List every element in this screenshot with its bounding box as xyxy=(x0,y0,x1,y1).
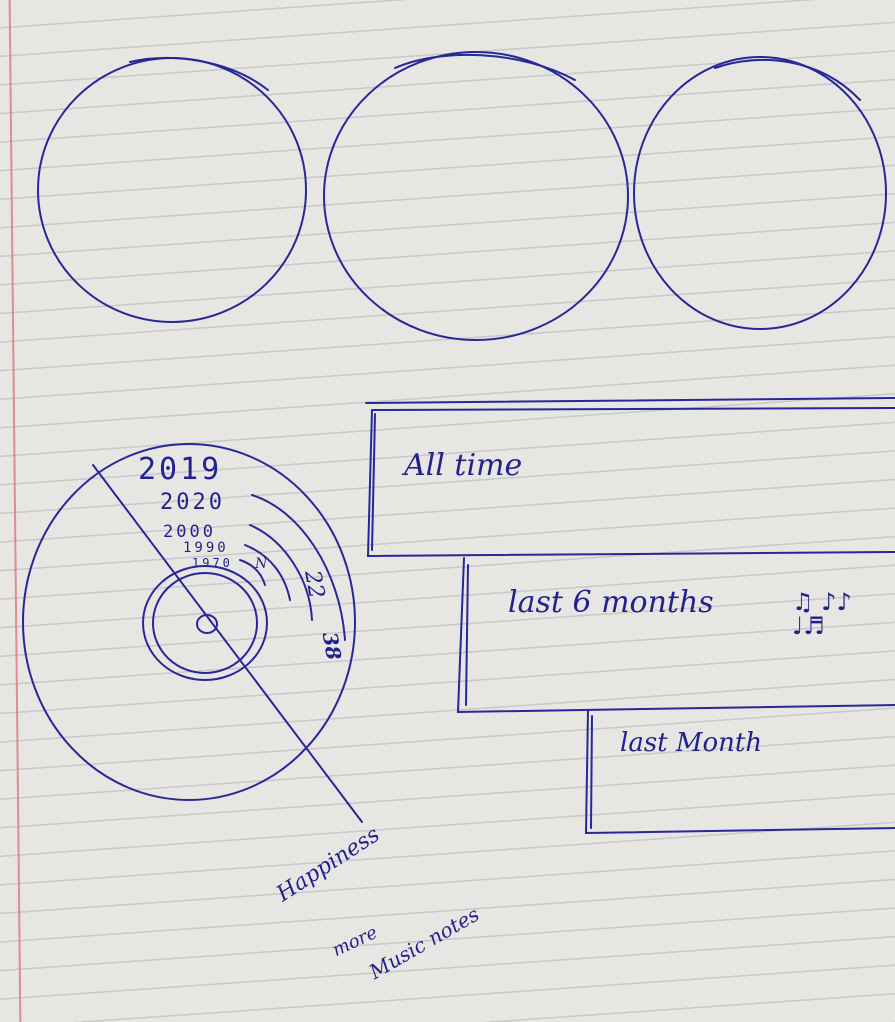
card-label-all-time: All time xyxy=(404,448,523,483)
card-last-month-frame xyxy=(584,709,895,835)
record-side-number-n: N xyxy=(255,556,268,572)
record-label-circle xyxy=(142,565,268,681)
record-year-2019: 2019 xyxy=(138,452,223,487)
tonearm-line xyxy=(92,464,363,823)
groove-arc-1990 xyxy=(244,544,291,601)
placeholder-circle-1 xyxy=(37,57,307,323)
music-notes-icon: ♫ ♪♪ ♩♬ xyxy=(792,588,852,640)
circle-3-overstroke xyxy=(714,58,861,101)
record-side-number-22: 22 xyxy=(299,568,329,601)
groove-arc-1970 xyxy=(239,559,266,586)
card-last-6-months-frame xyxy=(456,557,895,714)
record-label-inner-circle xyxy=(152,572,258,674)
record-year-1970: 1970 xyxy=(192,556,233,570)
record-year-2020: 2020 xyxy=(160,490,225,515)
card-label-last-month: last Month xyxy=(620,728,763,758)
circle-2-overstroke xyxy=(394,53,576,81)
groove-arc-2020 xyxy=(251,494,346,641)
card-label-last-6-months: last 6 months xyxy=(508,585,714,620)
circle-1-overstroke xyxy=(129,56,269,91)
placeholder-circle-3 xyxy=(633,56,887,330)
record-side-number-38: 38 xyxy=(317,630,347,662)
card-all-time-frame xyxy=(365,397,895,558)
record-outer-circle xyxy=(22,443,356,801)
groove-arc-2000 xyxy=(249,524,313,621)
record-year-2000: 2000 xyxy=(163,522,216,542)
record-year-1990: 1990 xyxy=(183,540,229,556)
placeholder-circle-2 xyxy=(323,51,629,341)
